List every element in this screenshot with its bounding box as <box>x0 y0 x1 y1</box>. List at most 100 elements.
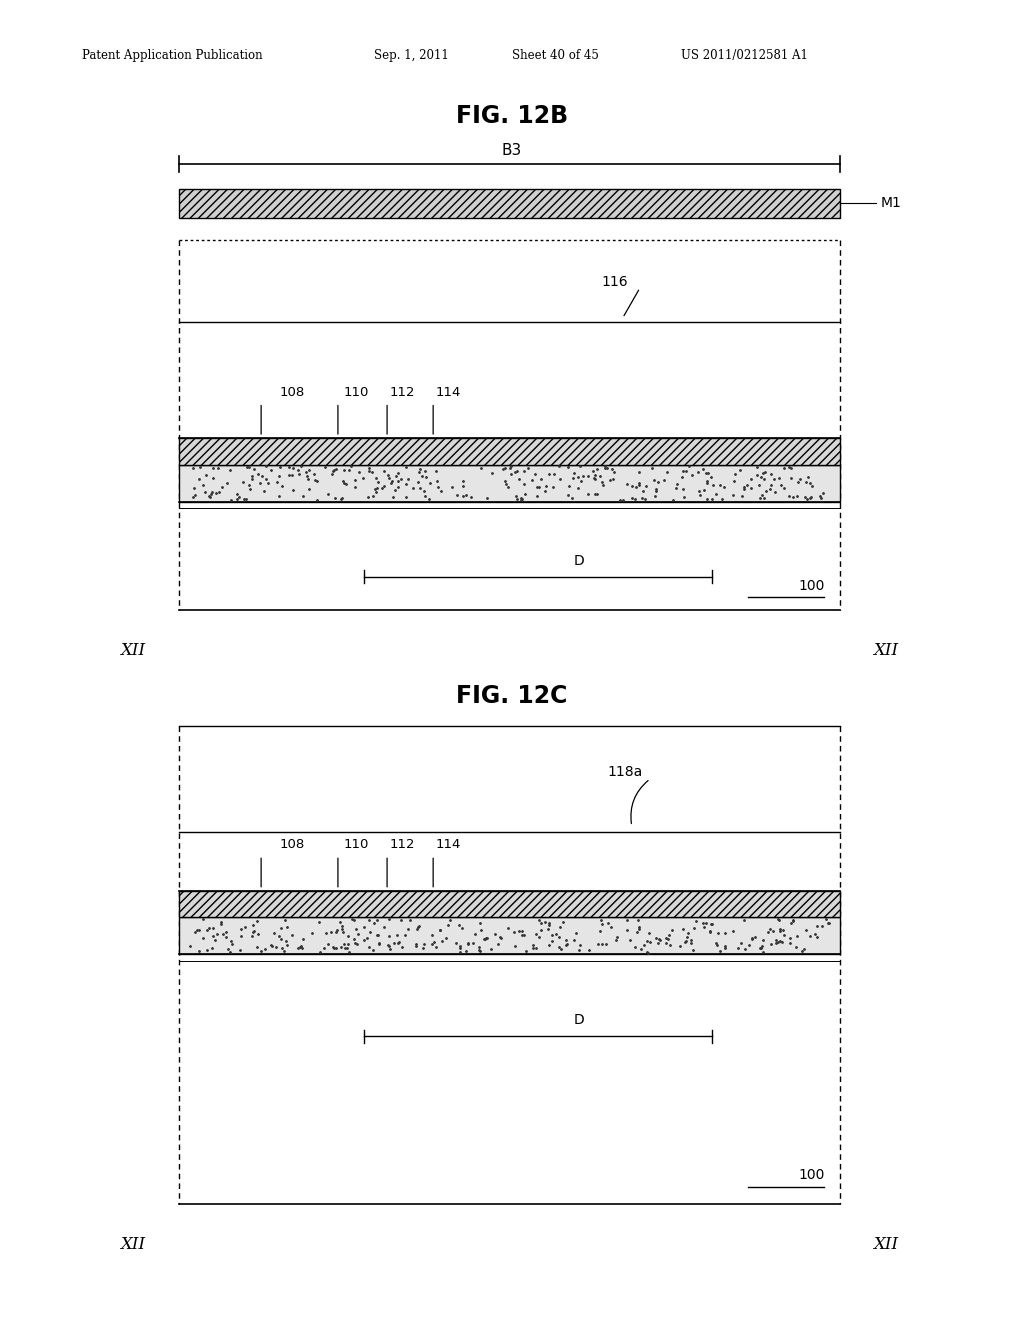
Point <box>743 928 760 949</box>
Point <box>442 909 459 931</box>
Point <box>356 916 373 937</box>
Point <box>767 482 783 503</box>
Point <box>733 486 750 507</box>
Point <box>638 475 654 496</box>
Point <box>574 466 591 487</box>
Point <box>754 484 770 506</box>
Point <box>381 936 397 957</box>
Text: 110: 110 <box>344 838 369 851</box>
Point <box>696 916 713 937</box>
Point <box>361 909 378 931</box>
Point <box>754 937 770 958</box>
Point <box>703 466 720 487</box>
Point <box>495 458 511 479</box>
Point <box>744 928 761 949</box>
Point <box>309 471 326 492</box>
Point <box>772 919 788 940</box>
Point <box>755 929 771 950</box>
Point <box>564 487 581 508</box>
Point <box>364 462 380 483</box>
Point <box>223 490 240 511</box>
Point <box>316 939 333 960</box>
Point <box>818 908 835 929</box>
Point <box>312 941 329 962</box>
Point <box>489 933 506 954</box>
Point <box>492 927 508 948</box>
Point <box>412 915 428 936</box>
Point <box>694 458 711 479</box>
Point <box>340 925 356 946</box>
Point <box>708 932 724 953</box>
Point <box>493 928 509 949</box>
Point <box>754 936 770 957</box>
Point <box>802 473 818 494</box>
Bar <box>179 891 840 917</box>
Point <box>458 484 474 506</box>
Point <box>618 919 635 940</box>
Point <box>374 477 390 498</box>
Point <box>317 457 334 478</box>
Point <box>564 467 581 488</box>
Point <box>798 487 814 508</box>
Point <box>683 929 699 950</box>
Point <box>238 916 254 937</box>
Point <box>751 474 767 495</box>
Point <box>506 921 522 942</box>
Point <box>346 909 362 931</box>
Point <box>217 927 233 948</box>
Point <box>379 935 395 956</box>
Point <box>769 908 785 929</box>
Point <box>781 927 798 948</box>
Point <box>784 487 801 508</box>
Point <box>202 486 218 507</box>
Bar <box>179 917 840 954</box>
Point <box>752 937 768 958</box>
Point <box>452 936 468 957</box>
Point <box>318 923 335 944</box>
Point <box>709 935 725 956</box>
Point <box>587 469 603 490</box>
Point <box>634 487 650 508</box>
Text: 112: 112 <box>390 385 415 399</box>
Point <box>768 929 784 950</box>
Point <box>335 470 351 491</box>
Point <box>304 923 321 944</box>
Point <box>568 923 585 944</box>
Text: D: D <box>573 1012 584 1027</box>
Point <box>410 471 426 492</box>
Point <box>319 484 336 506</box>
Text: 108: 108 <box>280 838 304 851</box>
Point <box>185 478 202 499</box>
Point <box>570 478 587 499</box>
Point <box>341 459 357 480</box>
Point <box>381 467 397 488</box>
Point <box>581 939 597 960</box>
Point <box>324 463 340 484</box>
Point <box>334 488 350 510</box>
Point <box>337 474 353 495</box>
Point <box>264 935 281 956</box>
Point <box>279 916 295 937</box>
Point <box>336 459 352 480</box>
Point <box>380 465 396 486</box>
Point <box>679 927 695 948</box>
Point <box>658 928 675 949</box>
Point <box>274 475 291 496</box>
Point <box>347 933 364 954</box>
Point <box>763 933 779 954</box>
Point <box>762 919 778 940</box>
Point <box>606 462 623 483</box>
Point <box>699 473 716 494</box>
Point <box>605 469 622 490</box>
Point <box>210 458 226 479</box>
Point <box>594 471 610 492</box>
Point <box>565 929 582 950</box>
Point <box>390 932 407 953</box>
Point <box>293 455 309 477</box>
Point <box>351 461 368 482</box>
Point <box>214 477 230 498</box>
Point <box>757 462 773 483</box>
Point <box>592 920 608 941</box>
Point <box>430 477 446 498</box>
Point <box>688 911 705 932</box>
